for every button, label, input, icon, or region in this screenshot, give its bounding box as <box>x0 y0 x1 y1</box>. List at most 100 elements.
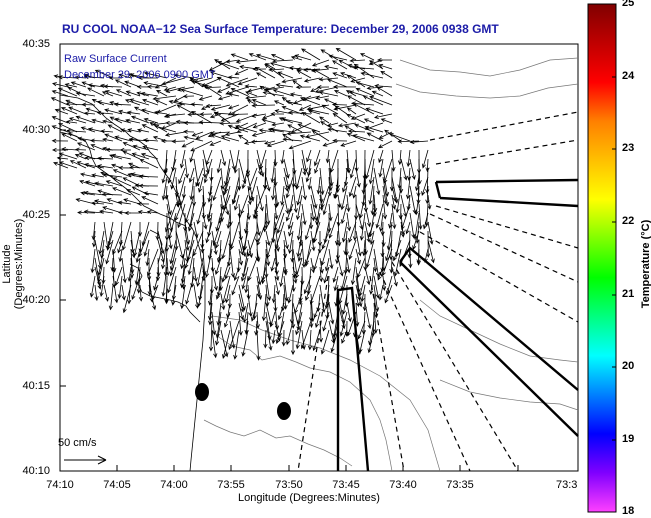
current-vector <box>391 203 397 230</box>
current-vector <box>255 72 267 79</box>
map-title: RU COOL NOAA−12 Sea Surface Temperature:… <box>62 22 499 36</box>
colorbar-tick-label: 18 <box>622 505 635 517</box>
current-vector <box>378 131 393 139</box>
current-vector <box>123 198 141 205</box>
current-vector <box>299 97 321 106</box>
current-vector <box>197 284 204 308</box>
current-vector <box>168 212 177 240</box>
current-vector <box>346 257 351 274</box>
current-vector <box>385 239 393 262</box>
current-vector <box>333 275 339 292</box>
colorbar <box>587 3 617 513</box>
current-vector <box>323 98 339 106</box>
current-vector <box>131 186 150 196</box>
current-vector <box>271 176 276 201</box>
current-vector <box>224 266 231 280</box>
current-vector <box>173 95 186 102</box>
current-vector <box>250 302 258 322</box>
current-vector <box>124 210 140 216</box>
current-vector <box>185 275 195 305</box>
current-vector <box>303 67 321 72</box>
current-vector <box>169 239 177 265</box>
current-vector <box>341 293 348 315</box>
current-vector <box>332 60 348 70</box>
current-vector <box>241 266 249 290</box>
current-vector <box>369 95 393 106</box>
current-vector <box>220 135 240 142</box>
current-vector <box>94 69 114 79</box>
current-vector <box>301 112 321 124</box>
current-vector <box>244 84 258 89</box>
current-vector <box>296 185 303 206</box>
current-vector <box>310 185 318 209</box>
current-vector <box>290 122 312 133</box>
colorbar-tick-label: 19 <box>622 433 635 445</box>
current-vector <box>425 167 430 194</box>
current-vector <box>184 230 190 251</box>
current-vector <box>60 107 78 115</box>
current-vector <box>271 122 285 127</box>
current-vector <box>336 203 341 227</box>
mooring-dot-1 <box>195 383 209 401</box>
current-vector <box>136 201 150 206</box>
current-vector <box>287 230 294 254</box>
current-vector <box>203 84 222 97</box>
current-vector <box>380 70 393 79</box>
current-vector <box>143 71 168 79</box>
current-vector <box>348 221 357 243</box>
current-vector <box>178 167 186 185</box>
current-vector <box>231 275 240 296</box>
current-vector <box>110 257 115 272</box>
current-vector <box>208 302 213 326</box>
current-vector <box>199 112 213 117</box>
current-vector <box>254 66 276 79</box>
current-vector <box>355 81 375 88</box>
current-vector <box>195 167 204 188</box>
current-vector <box>350 257 357 286</box>
current-vector <box>206 203 213 220</box>
current-vector <box>296 212 303 241</box>
current-vector <box>355 203 364 230</box>
current-vector <box>364 203 371 228</box>
current-vector <box>183 129 195 134</box>
current-vector <box>314 158 321 174</box>
current-vector <box>319 194 324 211</box>
current-vector <box>261 293 267 322</box>
current-vector <box>218 275 223 292</box>
current-vector <box>245 91 258 97</box>
current-vector <box>249 176 258 201</box>
current-vector <box>138 183 159 188</box>
current-vector <box>301 48 321 61</box>
current-vector <box>117 275 123 300</box>
current-vector <box>165 113 186 118</box>
current-vector <box>279 266 285 288</box>
current-vector <box>320 239 330 266</box>
current-vector <box>140 152 159 160</box>
current-vector <box>129 98 150 106</box>
current-vector <box>295 194 303 221</box>
current-vector <box>309 275 321 305</box>
current-vector <box>56 156 69 161</box>
current-vector <box>222 329 231 359</box>
current-vector <box>295 311 303 336</box>
current-vector <box>122 142 141 151</box>
current-vector <box>398 203 403 220</box>
current-vector <box>106 221 114 251</box>
current-vector <box>280 149 285 165</box>
vector-legend-line2: December 29, 2006 0900 GMT <box>64 69 216 81</box>
current-vector <box>266 140 285 148</box>
current-vector <box>252 122 267 129</box>
current-vector <box>247 293 253 318</box>
current-vector <box>183 135 204 142</box>
current-vector <box>80 172 96 178</box>
current-vector <box>265 275 272 302</box>
current-vector <box>61 133 78 142</box>
current-vector <box>180 284 186 310</box>
current-vector <box>288 221 294 237</box>
current-vector <box>373 275 380 299</box>
current-vector <box>96 100 114 106</box>
current-vector <box>227 124 249 133</box>
current-vector <box>333 185 339 199</box>
current-vector <box>75 115 96 124</box>
current-vector <box>196 203 204 225</box>
